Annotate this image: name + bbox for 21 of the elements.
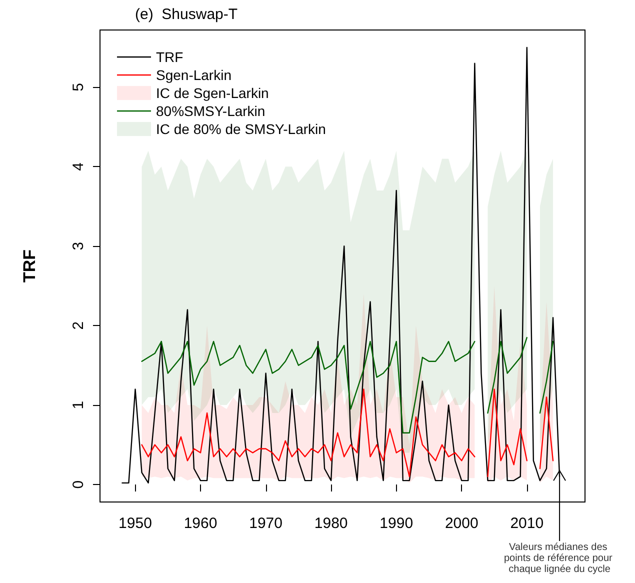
annotation: IC de Sgen-Larkin [156, 85, 269, 101]
legend-label: TRF [156, 49, 184, 65]
annotation: Valeurs médianes des points de référence pour chaque lignée du cycle [504, 542, 616, 575]
y-tick-label: 3 [70, 242, 87, 250]
y-tick-label: 4 [70, 162, 87, 171]
x-tick-label: 2000 [444, 515, 478, 532]
chart-title: (e) Shuswap-T [135, 6, 238, 23]
annotation: IC de 80% de SMSY-Larkin [156, 121, 326, 137]
legend-label: 80%SMSY-Larkin [156, 103, 266, 119]
y-axis-title: TRF [20, 249, 39, 283]
x-tick-label: 1970 [249, 515, 282, 532]
x-tick-label: 1990 [380, 515, 414, 532]
y-tick-label: 1 [70, 400, 87, 410]
x-tick-label: 2010 [510, 515, 544, 532]
y-tick-label: 0 [70, 480, 87, 489]
y-tick-label: 5 [70, 83, 87, 92]
x-tick-label: 1980 [314, 515, 348, 532]
y-tick-label: 2 [70, 321, 87, 330]
x-tick-label: 1960 [184, 515, 218, 532]
x-tick-label: 1950 [118, 515, 152, 532]
legend-label: Sgen-Larkin [156, 67, 232, 83]
